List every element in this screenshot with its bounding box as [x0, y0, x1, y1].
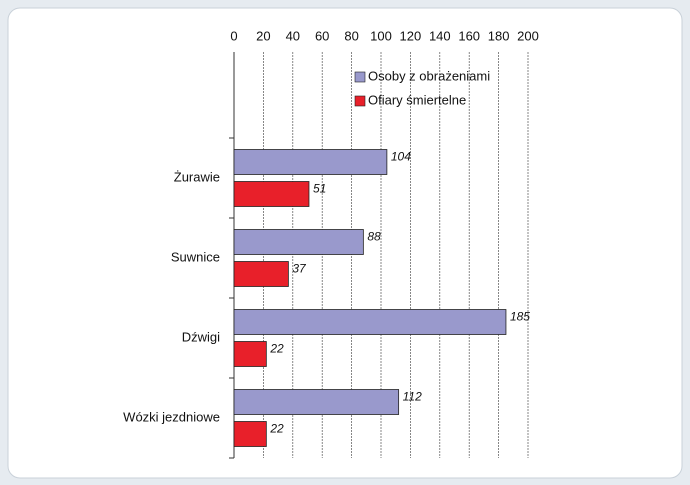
x-tick-label: 120 — [400, 28, 422, 43]
x-tick-label: 0 — [230, 28, 237, 43]
x-tick-label: 200 — [517, 28, 539, 43]
value-label: 22 — [269, 342, 284, 356]
value-label: 185 — [510, 310, 530, 324]
x-tick-label: 80 — [344, 28, 358, 43]
x-tick-label: 20 — [256, 28, 270, 43]
bar — [233, 389, 400, 415]
legend-swatch — [354, 71, 366, 83]
y-tick-label: Suwnice — [171, 249, 220, 264]
legend-swatch — [354, 95, 366, 107]
x-tick-label: 180 — [488, 28, 510, 43]
x-tick-label: 40 — [286, 28, 300, 43]
y-tick-label: Wózki jezdniowe — [123, 409, 220, 424]
bar — [233, 261, 289, 287]
x-tick-label: 160 — [458, 28, 480, 43]
legend-label: Ofiary śmiertelne — [368, 92, 466, 107]
bar — [233, 229, 364, 255]
bar — [233, 181, 310, 207]
value-label: 104 — [391, 150, 411, 164]
bar — [233, 149, 388, 175]
legend-label: Osoby z obrażeniami — [368, 68, 490, 83]
bar — [233, 309, 507, 335]
value-label: 51 — [313, 182, 326, 196]
value-label: 37 — [292, 262, 307, 276]
bar — [233, 421, 267, 447]
x-tick-label: 100 — [370, 28, 392, 43]
y-tick-label: Żurawie — [174, 169, 220, 184]
x-tick-label: 140 — [429, 28, 451, 43]
value-label: 112 — [403, 390, 422, 404]
x-tick-label: 60 — [315, 28, 329, 43]
bar — [233, 341, 267, 367]
value-label: 22 — [269, 422, 284, 436]
y-tick-label: Dźwigi — [182, 329, 220, 344]
value-label: 88 — [367, 230, 381, 244]
